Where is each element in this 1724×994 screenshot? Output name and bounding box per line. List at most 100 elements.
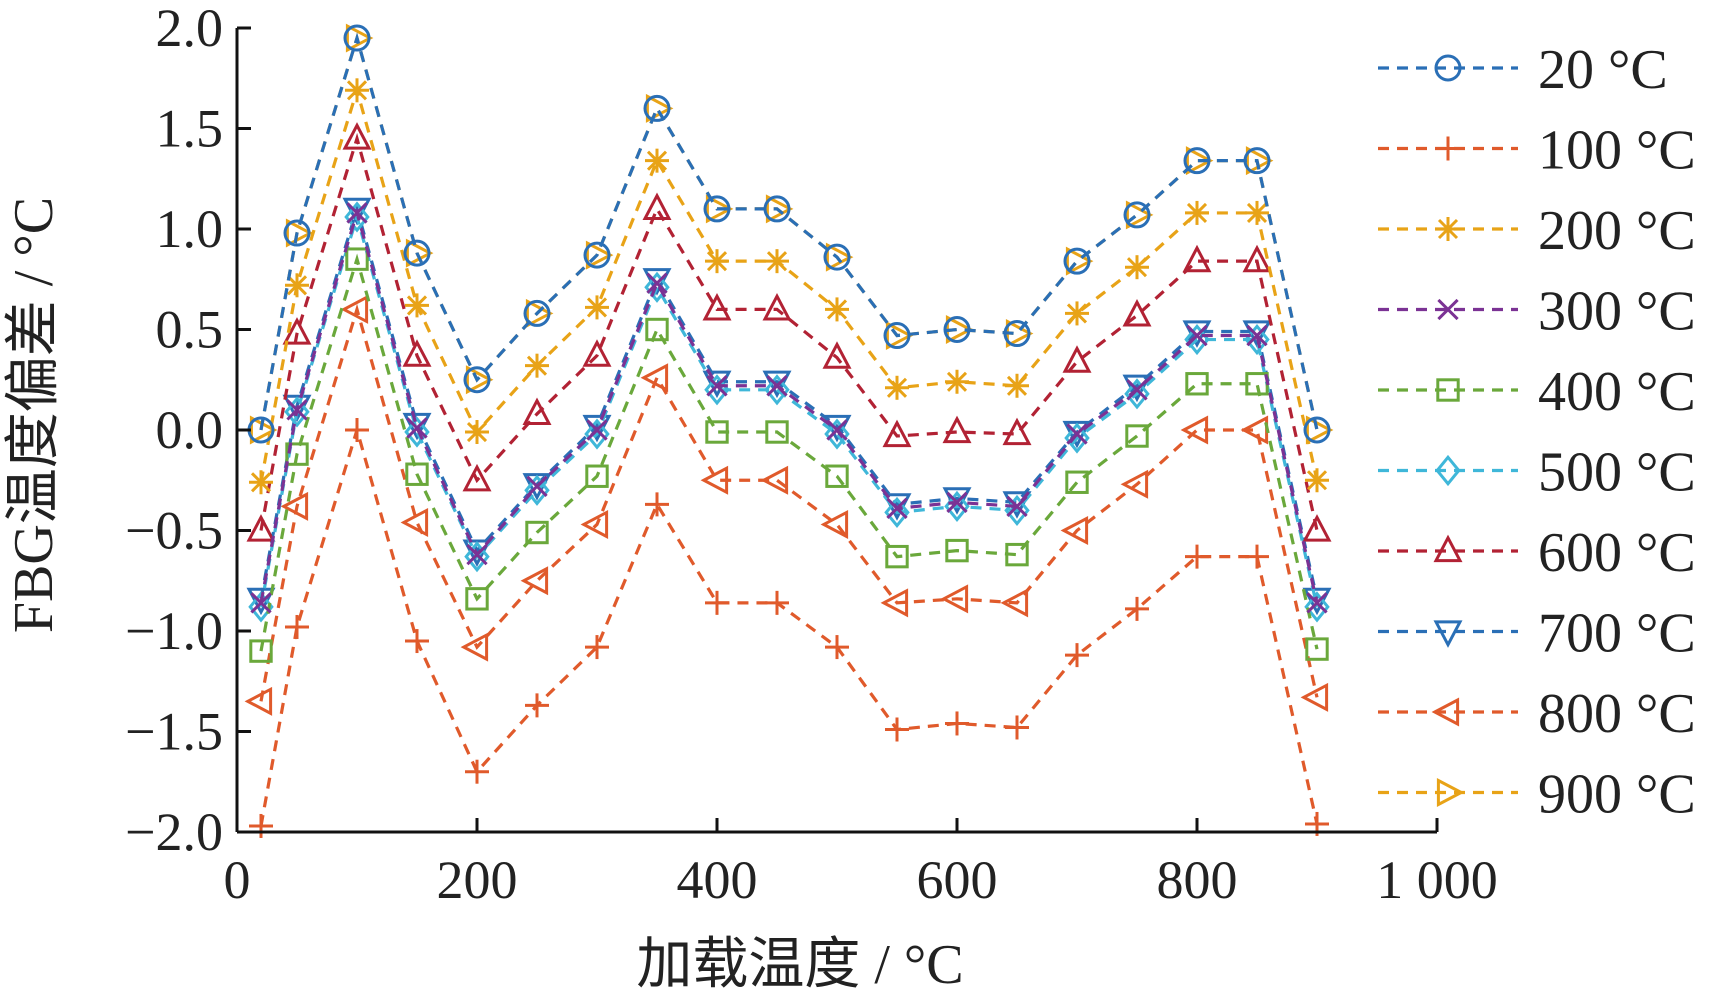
- data-point-s10-9: [705, 194, 734, 224]
- legend-label: 700 °C: [1538, 603, 1696, 665]
- x-tick-label: 800: [1157, 850, 1238, 910]
- data-point-s10-11: [825, 242, 854, 272]
- legend-item-8: 700 °C: [1378, 603, 1696, 665]
- data-point-s2-6: [525, 693, 549, 718]
- data-point-s2-9: [705, 590, 729, 615]
- data-point-s4-18: [1246, 324, 1268, 347]
- data-point-s6-2: [284, 396, 310, 428]
- data-point-s2-15: [1065, 643, 1089, 668]
- data-point-s6-16: [1124, 378, 1150, 410]
- data-point-s10-6: [525, 298, 554, 328]
- data-point-s2-5: [465, 759, 489, 784]
- legend-item-6: 500 °C: [1378, 442, 1696, 504]
- data-point-s3-9: [705, 249, 729, 274]
- data-point-s1-19: [1303, 416, 1331, 444]
- data-point-s2-18: [1245, 544, 1269, 569]
- data-point-s2-3: [345, 418, 369, 442]
- data-point-s9-15: [1060, 516, 1089, 545]
- data-point-s2-14: [1005, 715, 1029, 740]
- x-tick-label: 1 000: [1376, 850, 1498, 910]
- legend-item-9: 800 °C: [1378, 683, 1696, 745]
- data-point-s5-10: [765, 420, 789, 444]
- data-point-s1-15: [1063, 247, 1091, 275]
- data-point-s7-8: [642, 192, 672, 220]
- data-point-s9-2: [280, 491, 309, 521]
- data-point-s5-3: [345, 247, 369, 271]
- data-point-s7-12: [882, 419, 912, 448]
- data-point-s10-15: [1065, 246, 1094, 276]
- data-point-s2-16: [1125, 596, 1149, 621]
- legend-label: 800 °C: [1538, 683, 1696, 745]
- data-point-s7-19: [1302, 514, 1332, 542]
- x-axis-label: 加载温度 / °C: [636, 934, 963, 994]
- series-line-1: [259, 32, 1319, 431]
- y-tick-label: 0.5: [156, 300, 224, 360]
- data-point-s6-10: [764, 374, 790, 406]
- data-point-s7-5: [462, 463, 492, 492]
- data-point-s6-7: [584, 418, 610, 450]
- series-7: [246, 122, 1332, 542]
- data-point-s3-14: [1005, 373, 1029, 398]
- data-point-s7-7: [582, 339, 612, 367]
- data-point-s10-12: [885, 321, 914, 351]
- legend-item-4: 300 °C: [1378, 281, 1696, 343]
- data-point-s5-2: [285, 442, 309, 466]
- x-tick-label: 200: [437, 850, 518, 910]
- data-point-s10-5: [465, 365, 494, 395]
- data-point-s4-3: [346, 202, 368, 224]
- data-point-s4-15: [1066, 423, 1088, 445]
- data-point-s7-11: [822, 341, 852, 369]
- data-point-s4-2: [286, 399, 308, 421]
- data-point-s2-17: [1185, 544, 1209, 569]
- data-point-s4-8: [646, 272, 668, 294]
- legend-marker: [1434, 54, 1462, 82]
- y-tick-label: −2.0: [125, 802, 223, 862]
- data-point-s3-3: [345, 78, 369, 103]
- data-point-s3-19: [1305, 468, 1329, 493]
- data-point-s7-18: [1242, 244, 1272, 273]
- data-point-s9-1: [244, 686, 273, 716]
- data-point-s1-7: [583, 241, 611, 269]
- data-point-s7-3: [342, 122, 372, 150]
- data-point-s7-1: [246, 514, 276, 542]
- data-point-s6-19: [1304, 591, 1330, 623]
- legend-label: 200 °C: [1538, 200, 1696, 262]
- data-point-s4-6: [526, 475, 548, 497]
- data-point-s6-1: [248, 591, 274, 623]
- legend-item-10: 900 °C: [1378, 764, 1696, 826]
- data-point-s9-4: [400, 507, 429, 537]
- data-point-s6-8: [644, 271, 670, 303]
- data-point-s1-3: [343, 24, 371, 52]
- series-9: [244, 294, 1329, 716]
- data-point-s5-7: [585, 464, 609, 488]
- data-point-s5-5: [465, 587, 489, 611]
- y-tick-label: −1.0: [125, 601, 223, 661]
- data-point-s6-6: [524, 474, 550, 506]
- data-point-s2-8: [645, 492, 669, 517]
- data-point-s5-6: [525, 520, 549, 545]
- series-line-9: [259, 303, 1319, 702]
- data-point-s6-11: [824, 418, 850, 450]
- data-point-s7-9: [702, 292, 732, 321]
- legend-label: 300 °C: [1538, 281, 1696, 343]
- data-point-s9-13: [940, 584, 969, 614]
- data-point-s9-7: [580, 509, 609, 539]
- series-2: [249, 418, 1329, 838]
- legend-marker: [1436, 136, 1460, 161]
- legend-item-1: 20 °C: [1378, 39, 1668, 101]
- y-tick-label: 2.0: [156, 0, 224, 58]
- legend-label: 100 °C: [1538, 120, 1696, 182]
- x-tick-label: 600: [917, 850, 998, 910]
- data-point-s1-10: [763, 195, 791, 223]
- data-point-s2-13: [945, 711, 969, 736]
- data-point-s5-11: [825, 464, 849, 488]
- legend-marker: [1436, 378, 1460, 402]
- data-point-s3-6: [525, 353, 549, 378]
- data-point-s1-12: [883, 322, 911, 350]
- data-point-s9-19: [1300, 682, 1329, 712]
- data-point-s9-14: [1000, 588, 1029, 618]
- series-3: [249, 78, 1329, 495]
- data-point-s4-7: [586, 419, 608, 441]
- data-point-s5-16: [1125, 424, 1149, 448]
